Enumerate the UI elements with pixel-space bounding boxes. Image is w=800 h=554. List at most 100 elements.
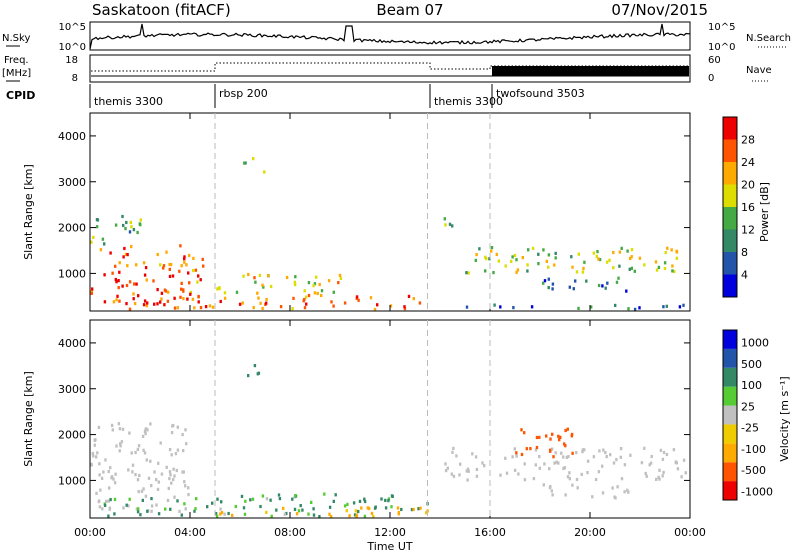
- nsky-series-line: [89, 23, 691, 50]
- scatter-cell: [370, 511, 374, 515]
- colorbar-tick-label: 20: [741, 179, 755, 192]
- scatter-cell: [242, 274, 245, 278]
- power-y-ticks: 1000 2000 3000 4000: [58, 130, 690, 280]
- scatter-cell: [136, 478, 140, 482]
- power-panel: 1000 2000 3000 4000 Slant Range [km] 4 8 12 16…: [22, 112, 771, 312]
- scatter-cell: [279, 305, 283, 309]
- scatter-cell: [592, 455, 596, 459]
- scatter-cell: [101, 507, 104, 511]
- scatter-cell: [172, 423, 175, 428]
- scatter-cell: [339, 276, 343, 280]
- colorbar-tick-label: -1000: [741, 485, 773, 498]
- scatter-cell: [523, 462, 526, 466]
- scatter-cell: [448, 222, 452, 226]
- scatter-cell: [176, 425, 179, 429]
- velocity-colorbar-label: Velocity [m s⁻¹]: [778, 376, 791, 461]
- scatter-cell: [549, 485, 552, 489]
- scatter-cell: [191, 297, 195, 301]
- scatter-cell: [577, 306, 580, 310]
- scatter-cell: [565, 455, 568, 459]
- scatter-cell: [403, 307, 407, 311]
- scatter-cell: [650, 454, 653, 459]
- beam-title: Beam 07: [376, 1, 443, 19]
- scatter-cell: [654, 260, 658, 264]
- scatter-cell: [163, 303, 166, 307]
- scatter-cell: [120, 440, 124, 444]
- scatter-cell: [618, 264, 621, 268]
- scatter-cell: [167, 486, 170, 490]
- scatter-cell: [355, 295, 359, 299]
- scatter-cell: [513, 468, 517, 472]
- scatter-cell: [139, 223, 142, 227]
- scatter-cell: [168, 274, 172, 278]
- colorbar-segment: [723, 367, 737, 387]
- scatter-cell: [121, 214, 124, 219]
- scatter-cell: [576, 486, 579, 490]
- scatter-cell: [572, 287, 575, 291]
- scatter-cell: [100, 476, 104, 480]
- scatter-cell: [313, 291, 317, 295]
- scatter-cell: [320, 289, 324, 293]
- scatter-cell: [674, 460, 677, 464]
- scatter-cell: [672, 448, 676, 452]
- scatter-cell: [146, 301, 149, 305]
- scatter-cell: [181, 433, 184, 437]
- scatter-cell: [611, 486, 614, 490]
- scatter-cell: [551, 287, 554, 291]
- scatter-cell: [140, 489, 144, 493]
- scatter-cell: [303, 306, 307, 310]
- scatter-cell: [466, 478, 469, 482]
- scatter-cell: [143, 451, 147, 455]
- freq-tick-top: 18: [65, 55, 78, 66]
- scatter-cell: [443, 217, 446, 221]
- scatter-cell: [252, 306, 255, 310]
- nave-tick-top: 60: [708, 55, 721, 66]
- scatter-cell: [110, 475, 114, 479]
- scatter-cell: [655, 268, 659, 272]
- scatter-cell: [194, 268, 198, 272]
- scatter-cell: [121, 284, 124, 288]
- scatter-cell: [208, 304, 212, 308]
- scatter-cell: [156, 252, 159, 257]
- scatter-cell: [130, 245, 133, 249]
- scatter-cell: [180, 281, 183, 285]
- scatter-cell: [125, 503, 128, 507]
- scatter-cell: [220, 511, 224, 515]
- scatter-cell: [181, 470, 184, 474]
- scatter-cell: [581, 450, 584, 454]
- scatter-cell: [171, 274, 175, 278]
- scatter-cell: [629, 453, 632, 457]
- scatter-cell: [195, 497, 198, 501]
- scatter-cell: [104, 458, 107, 462]
- scatter-cell: [179, 295, 182, 299]
- scatter-cell: [380, 497, 383, 501]
- scatter-cell: [285, 511, 288, 516]
- scatter-cell: [114, 223, 118, 227]
- scatter-cell: [187, 493, 190, 497]
- scatter-cell: [269, 498, 272, 502]
- scatter-cell: [564, 444, 567, 448]
- scatter-cell: [343, 301, 347, 305]
- scatter-cell: [554, 256, 557, 260]
- scatter-cell: [186, 297, 189, 301]
- scatter-cell: [554, 251, 557, 255]
- cpid-segment-0: themis 3300: [94, 95, 163, 108]
- scatter-cell: [115, 280, 118, 284]
- scatter-cell: [143, 429, 147, 434]
- scatter-cell: [155, 478, 158, 482]
- scatter-cell: [465, 271, 468, 275]
- scatter-cell: [247, 272, 250, 277]
- scatter-cell: [467, 469, 470, 473]
- scatter-cell: [150, 509, 153, 513]
- scatter-cell: [301, 508, 304, 512]
- scatter-cell: [145, 278, 148, 282]
- scatter-cell: [156, 487, 160, 491]
- scatter-cell: [160, 291, 164, 295]
- scatter-cell: [658, 477, 661, 481]
- power-ylabel: Slant Range [km]: [22, 164, 35, 260]
- colorbar-tick-label: 8: [741, 246, 748, 259]
- scatter-cell: [604, 451, 607, 455]
- scatter-cell: [484, 255, 487, 259]
- scatter-cell: [95, 225, 99, 229]
- scatter-cell: [312, 507, 315, 511]
